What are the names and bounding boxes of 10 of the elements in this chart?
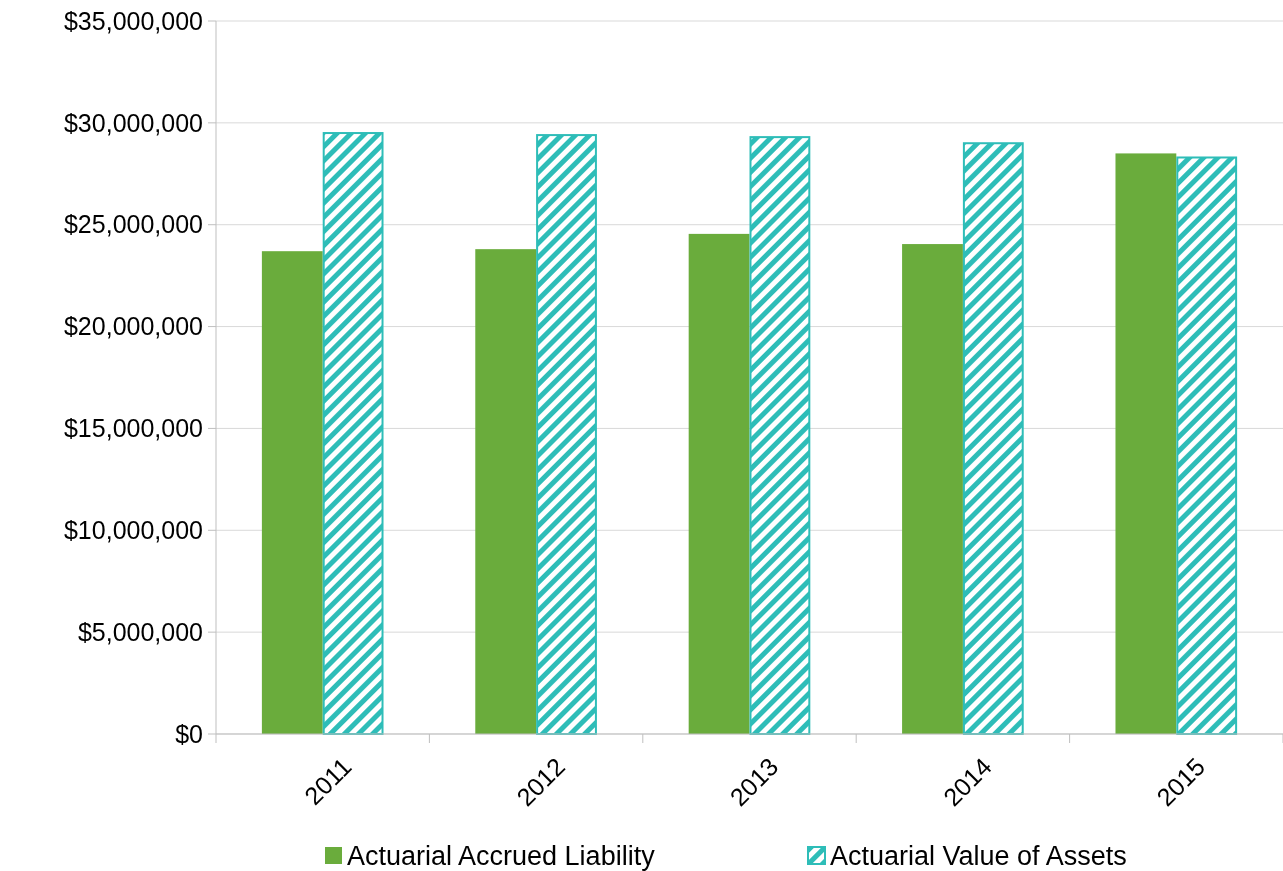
- y-tick-label: $30,000,000: [63, 108, 203, 137]
- legend-label: Actuarial Accrued Liability: [347, 841, 656, 871]
- y-tick-label: $35,000,000: [63, 6, 203, 35]
- legend-label: Actuarial Value of Assets: [830, 841, 1127, 871]
- y-tick-label: $10,000,000: [63, 516, 203, 545]
- y-tick-label: $15,000,000: [63, 414, 203, 443]
- y-tick-label: $25,000,000: [63, 210, 203, 239]
- y-tick-label: $20,000,000: [63, 312, 203, 341]
- y-tick-label: $0: [175, 719, 203, 748]
- y-tick-label: $5,000,000: [77, 617, 203, 646]
